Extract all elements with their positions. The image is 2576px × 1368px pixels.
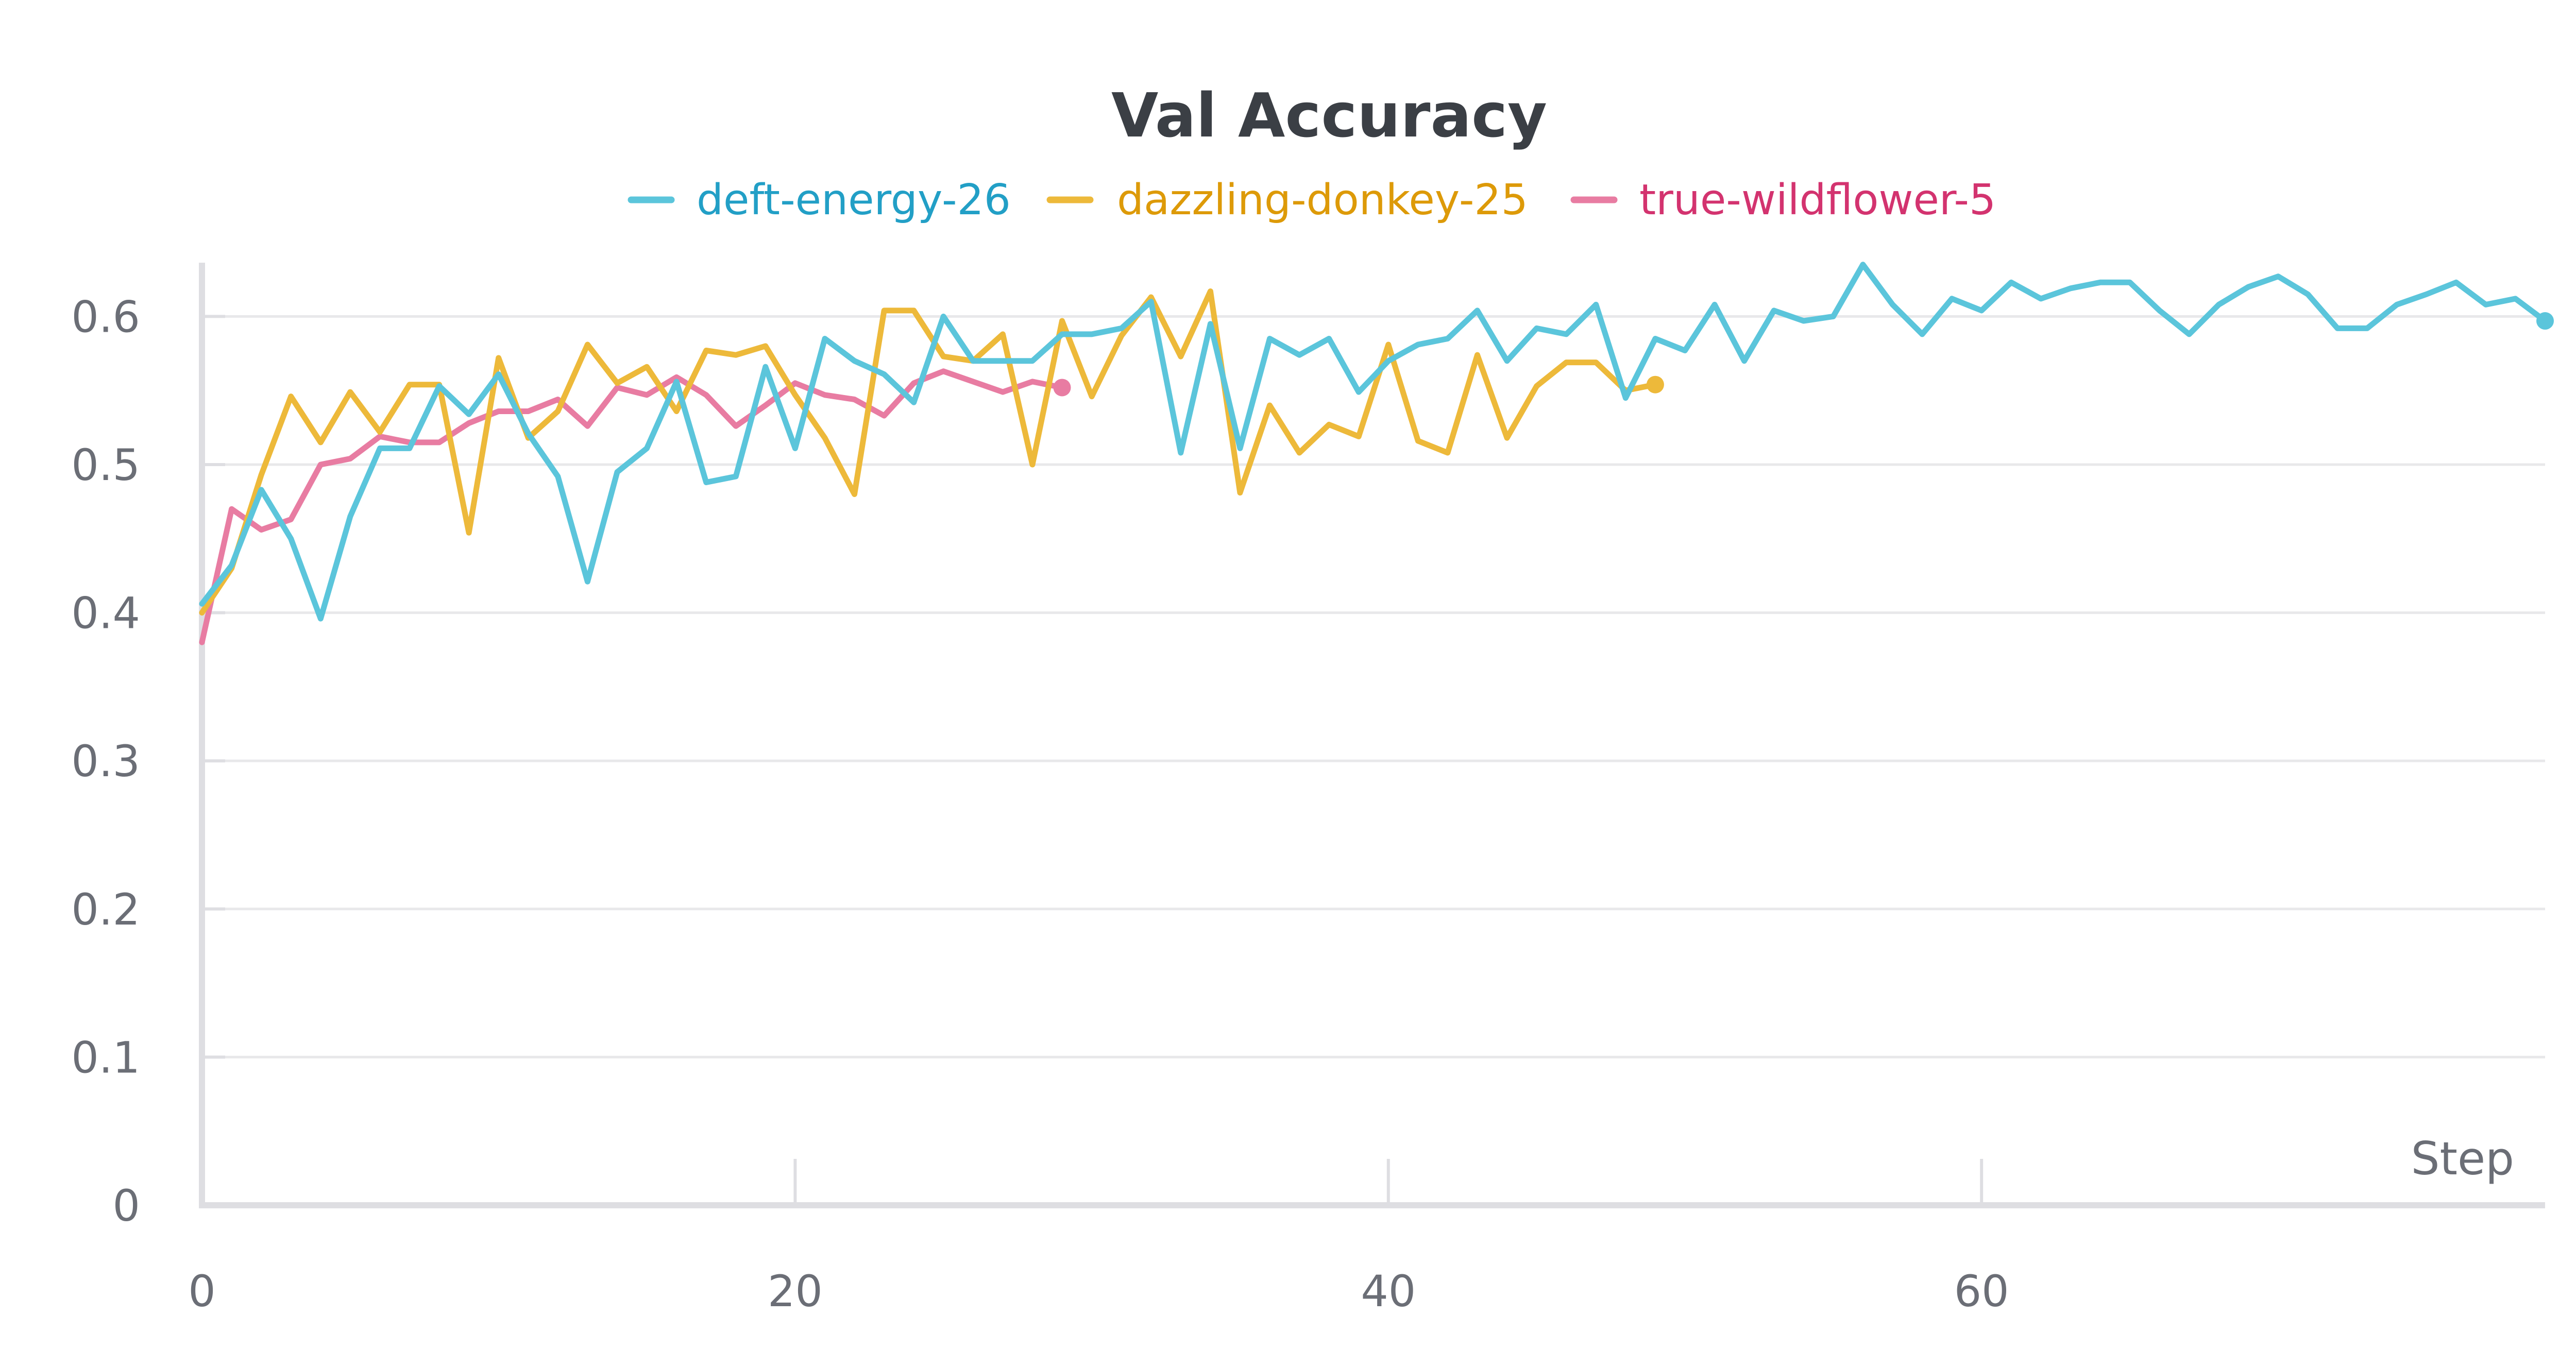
- series-true-wildflower-5: [199, 368, 1071, 645]
- y-tick-label: 0.4: [71, 588, 140, 639]
- series-line-deft-energy-26: [199, 262, 2548, 622]
- legend-item-deft-energy-26[interactable]: deft-energy-26: [628, 176, 1011, 225]
- y-tick-label: 0.5: [71, 440, 140, 490]
- series-deft-energy-26: [199, 262, 2554, 622]
- x-tick-label: 60: [1954, 1266, 2009, 1316]
- legend: deft-energy-26 dazzling-donkey-25 true-wil…: [628, 176, 1996, 225]
- legend-item-dazzling-donkey-25[interactable]: dazzling-donkey-25: [1046, 176, 1528, 225]
- y-tick-label: 0.3: [71, 736, 140, 786]
- y-tick-label: 0.1: [71, 1032, 140, 1083]
- series-end-marker-deft-energy-26: [2536, 312, 2554, 330]
- legend-label: deft-energy-26: [697, 176, 1011, 225]
- y-tick-label: 0.2: [71, 884, 140, 935]
- legend-label: true-wildflower-5: [1639, 176, 1996, 225]
- axes: 0 0.1 0.2 0.3 0.4 0.5 0.6 0 20 40 60: [71, 263, 2545, 1316]
- x-tick-label: 40: [1361, 1266, 1416, 1316]
- x-tick-label: 20: [768, 1266, 823, 1316]
- series-dazzling-donkey-25: [199, 288, 1664, 616]
- series-line-true-wildflower-5: [199, 368, 1065, 645]
- chart-title: Val Accuracy: [1111, 80, 1547, 151]
- series-line-dazzling-donkey-25: [199, 288, 1658, 616]
- y-tick-label: 0.6: [71, 292, 140, 342]
- legend-item-true-wildflower-5[interactable]: true-wildflower-5: [1570, 176, 1996, 225]
- y-tick-label: 0: [113, 1181, 140, 1231]
- grid: [202, 315, 2545, 1058]
- series-layer: [199, 262, 2554, 645]
- x-tick-label: 0: [188, 1266, 215, 1316]
- series-end-marker-true-wildflower-5: [1053, 379, 1071, 397]
- legend-label: dazzling-donkey-25: [1117, 176, 1528, 225]
- x-axis-label: Step: [2411, 1132, 2514, 1185]
- series-end-marker-dazzling-donkey-25: [1646, 375, 1664, 394]
